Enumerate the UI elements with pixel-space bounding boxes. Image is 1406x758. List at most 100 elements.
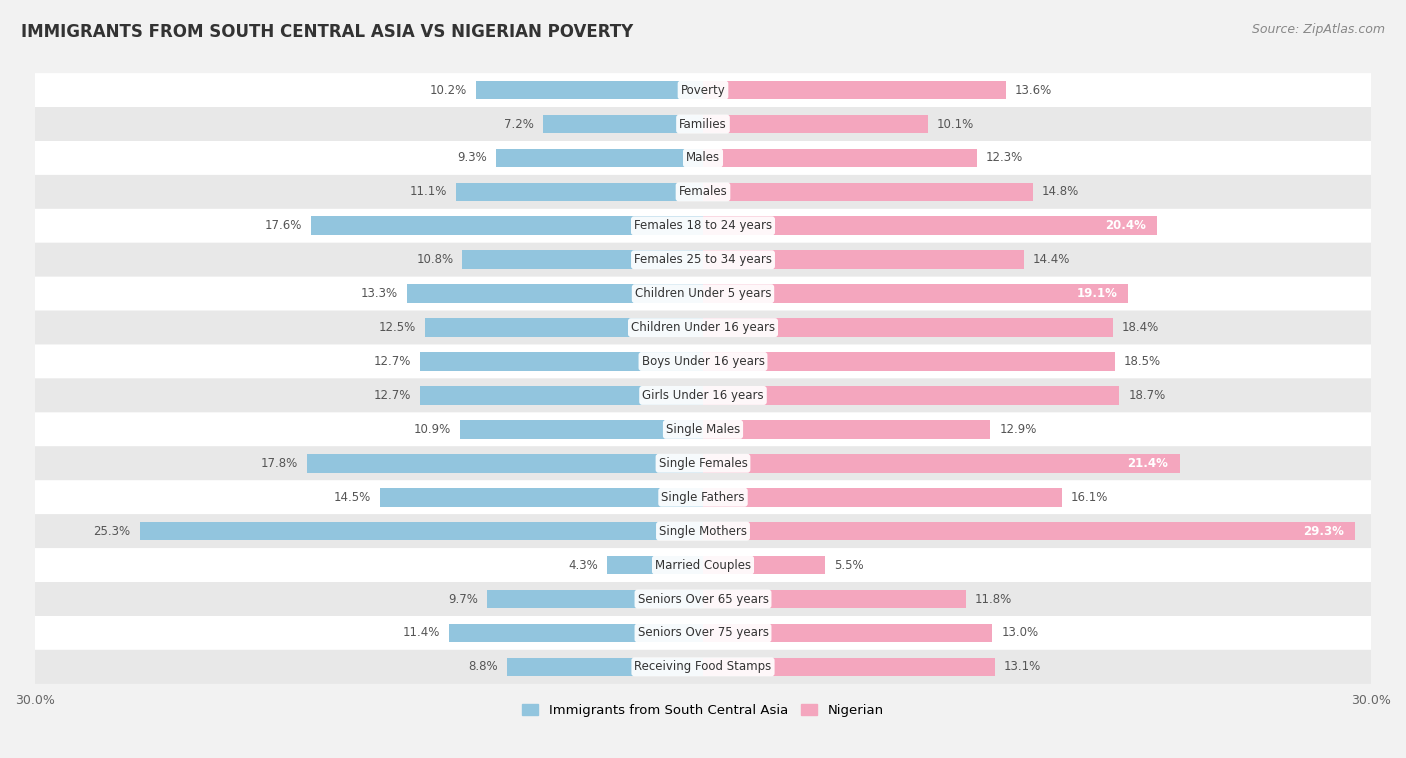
FancyBboxPatch shape bbox=[35, 107, 1371, 141]
Text: 12.9%: 12.9% bbox=[1000, 423, 1036, 436]
Text: 11.4%: 11.4% bbox=[404, 626, 440, 640]
Text: Married Couples: Married Couples bbox=[655, 559, 751, 572]
Bar bbox=[456, 183, 703, 201]
FancyBboxPatch shape bbox=[35, 345, 1371, 378]
Text: Receiving Food Stamps: Receiving Food Stamps bbox=[634, 660, 772, 673]
FancyBboxPatch shape bbox=[35, 243, 1371, 277]
FancyBboxPatch shape bbox=[35, 650, 1371, 684]
Bar bbox=[703, 488, 1062, 506]
FancyBboxPatch shape bbox=[35, 175, 1371, 209]
Bar bbox=[703, 284, 1129, 303]
Text: 12.5%: 12.5% bbox=[378, 321, 416, 334]
FancyBboxPatch shape bbox=[35, 582, 1371, 616]
Text: 10.2%: 10.2% bbox=[430, 83, 467, 96]
Bar bbox=[703, 250, 1024, 269]
Text: 17.6%: 17.6% bbox=[264, 219, 302, 232]
Text: 19.1%: 19.1% bbox=[1077, 287, 1118, 300]
Bar bbox=[420, 352, 703, 371]
Text: Seniors Over 65 years: Seniors Over 65 years bbox=[637, 593, 769, 606]
Text: Seniors Over 75 years: Seniors Over 75 years bbox=[637, 626, 769, 640]
Text: 17.8%: 17.8% bbox=[260, 457, 298, 470]
Bar bbox=[703, 556, 825, 575]
Text: 9.3%: 9.3% bbox=[457, 152, 486, 164]
Bar bbox=[463, 250, 703, 269]
FancyBboxPatch shape bbox=[35, 548, 1371, 582]
FancyBboxPatch shape bbox=[35, 209, 1371, 243]
Text: Families: Families bbox=[679, 117, 727, 130]
Text: Children Under 16 years: Children Under 16 years bbox=[631, 321, 775, 334]
Bar bbox=[486, 590, 703, 609]
Text: Girls Under 16 years: Girls Under 16 years bbox=[643, 389, 763, 402]
Bar bbox=[703, 522, 1355, 540]
Text: Source: ZipAtlas.com: Source: ZipAtlas.com bbox=[1251, 23, 1385, 36]
Bar bbox=[607, 556, 703, 575]
Text: 13.0%: 13.0% bbox=[1001, 626, 1039, 640]
Text: 7.2%: 7.2% bbox=[503, 117, 534, 130]
Bar bbox=[703, 149, 977, 168]
Text: Single Males: Single Males bbox=[666, 423, 740, 436]
FancyBboxPatch shape bbox=[35, 412, 1371, 446]
Text: 4.3%: 4.3% bbox=[568, 559, 599, 572]
Text: Males: Males bbox=[686, 152, 720, 164]
Text: Females: Females bbox=[679, 186, 727, 199]
Bar bbox=[425, 318, 703, 337]
FancyBboxPatch shape bbox=[35, 616, 1371, 650]
Text: 16.1%: 16.1% bbox=[1070, 490, 1108, 504]
Text: 12.7%: 12.7% bbox=[374, 389, 412, 402]
Text: 18.4%: 18.4% bbox=[1122, 321, 1159, 334]
Text: 10.9%: 10.9% bbox=[415, 423, 451, 436]
Text: 12.7%: 12.7% bbox=[374, 355, 412, 368]
Text: IMMIGRANTS FROM SOUTH CENTRAL ASIA VS NIGERIAN POVERTY: IMMIGRANTS FROM SOUTH CENTRAL ASIA VS NI… bbox=[21, 23, 633, 41]
Bar bbox=[449, 624, 703, 642]
Bar bbox=[703, 624, 993, 642]
Text: 14.5%: 14.5% bbox=[335, 490, 371, 504]
Legend: Immigrants from South Central Asia, Nigerian: Immigrants from South Central Asia, Nige… bbox=[517, 699, 889, 722]
Text: Children Under 5 years: Children Under 5 years bbox=[634, 287, 772, 300]
Text: Boys Under 16 years: Boys Under 16 years bbox=[641, 355, 765, 368]
Text: Poverty: Poverty bbox=[681, 83, 725, 96]
FancyBboxPatch shape bbox=[35, 446, 1371, 481]
Text: 5.5%: 5.5% bbox=[834, 559, 865, 572]
Bar bbox=[380, 488, 703, 506]
Text: Females 25 to 34 years: Females 25 to 34 years bbox=[634, 253, 772, 266]
Bar bbox=[703, 217, 1157, 235]
Text: Single Fathers: Single Fathers bbox=[661, 490, 745, 504]
FancyBboxPatch shape bbox=[35, 74, 1371, 107]
Text: 9.7%: 9.7% bbox=[449, 593, 478, 606]
Text: 29.3%: 29.3% bbox=[1303, 525, 1344, 537]
Text: 13.1%: 13.1% bbox=[1004, 660, 1040, 673]
Text: 11.8%: 11.8% bbox=[974, 593, 1012, 606]
FancyBboxPatch shape bbox=[35, 481, 1371, 514]
Bar bbox=[703, 352, 1115, 371]
Text: 10.1%: 10.1% bbox=[936, 117, 974, 130]
Text: 21.4%: 21.4% bbox=[1128, 457, 1168, 470]
Bar bbox=[703, 386, 1119, 405]
Bar bbox=[406, 284, 703, 303]
Text: 14.4%: 14.4% bbox=[1032, 253, 1070, 266]
Text: 8.8%: 8.8% bbox=[468, 660, 498, 673]
Text: 14.8%: 14.8% bbox=[1042, 186, 1078, 199]
Bar bbox=[496, 149, 703, 168]
FancyBboxPatch shape bbox=[35, 277, 1371, 311]
Bar bbox=[475, 81, 703, 99]
Bar bbox=[543, 114, 703, 133]
Bar bbox=[420, 386, 703, 405]
Text: 13.3%: 13.3% bbox=[361, 287, 398, 300]
Text: Single Mothers: Single Mothers bbox=[659, 525, 747, 537]
Bar bbox=[508, 657, 703, 676]
Text: 18.5%: 18.5% bbox=[1123, 355, 1161, 368]
Bar bbox=[703, 420, 990, 439]
Text: 25.3%: 25.3% bbox=[94, 525, 131, 537]
Bar bbox=[307, 454, 703, 473]
Bar bbox=[703, 657, 994, 676]
FancyBboxPatch shape bbox=[35, 514, 1371, 548]
Text: 11.1%: 11.1% bbox=[409, 186, 447, 199]
Bar bbox=[139, 522, 703, 540]
FancyBboxPatch shape bbox=[35, 378, 1371, 412]
Bar bbox=[460, 420, 703, 439]
Bar bbox=[703, 81, 1005, 99]
Text: Females 18 to 24 years: Females 18 to 24 years bbox=[634, 219, 772, 232]
Text: 18.7%: 18.7% bbox=[1129, 389, 1166, 402]
Text: Single Females: Single Females bbox=[658, 457, 748, 470]
Text: 12.3%: 12.3% bbox=[986, 152, 1024, 164]
